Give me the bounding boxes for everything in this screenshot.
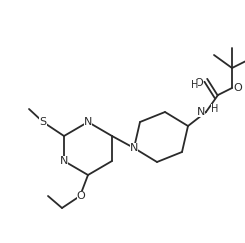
Text: N: N (197, 107, 205, 117)
Text: N: N (84, 117, 92, 127)
Text: O: O (77, 191, 85, 201)
Text: N: N (130, 143, 138, 153)
Text: O: O (233, 83, 242, 93)
Text: N: N (60, 156, 68, 166)
Text: H: H (191, 80, 198, 90)
Text: O: O (194, 78, 203, 88)
Text: S: S (39, 117, 47, 127)
Text: H: H (211, 104, 218, 114)
